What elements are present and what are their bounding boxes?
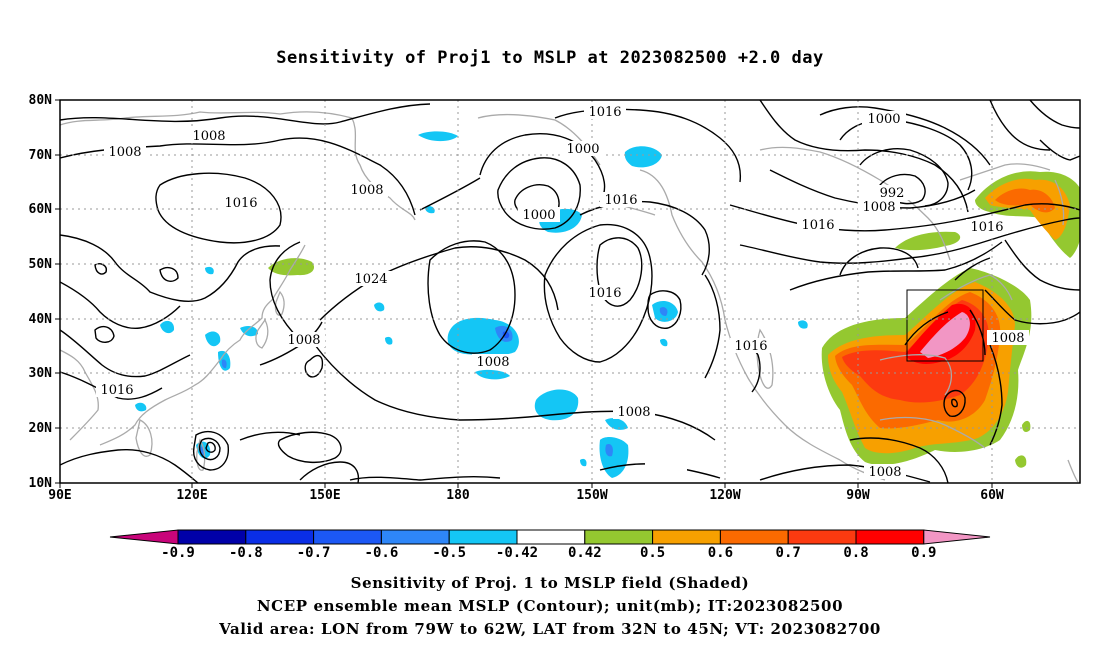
contour-label: 1024 (354, 272, 387, 287)
contour-label: 1008 (991, 331, 1024, 346)
colorbar-segment (652, 529, 721, 545)
colorbar-segment (855, 529, 925, 545)
contour-label: 1016 (604, 193, 637, 208)
valid-area-box (906, 289, 984, 362)
contour-label: 1008 (868, 465, 901, 480)
colorbar-label: -0.6 (365, 545, 399, 561)
contour-label: 1008 (476, 355, 509, 370)
footer-shading-caption: Sensitivity of Proj. 1 to MSLP field (Sh… (350, 574, 750, 592)
colorbar-label: 0.5 (640, 545, 665, 561)
colorbar-segment (313, 529, 382, 545)
longitude-label: 150E (309, 488, 340, 503)
colorbar-label: -0.9 (161, 545, 195, 561)
colorbar-label: -0.42 (496, 545, 538, 561)
colorbar-segment (584, 529, 654, 545)
contour-labels: 1016 1008 1008 1016 1008 1000 1016 1000 992 1000 1… (100, 105, 1024, 480)
colorbar-label: 0.9 (911, 545, 936, 561)
longitude-label: 120E (176, 488, 207, 503)
contour-label: 1008 (287, 333, 320, 348)
colorbar-label: -0.8 (229, 545, 263, 561)
contour-label: 1016 (970, 220, 1003, 235)
contour-label: 1000 (867, 112, 900, 127)
contour-label: 1016 (588, 286, 621, 301)
contour-label: 1016 (734, 339, 767, 354)
latitude-label: 60N (29, 202, 53, 217)
contour-label: 1016 (100, 383, 133, 398)
longitude-label: 90W (846, 488, 870, 503)
chart-title: Sensitivity of Proj1 to MSLP at 20230825… (276, 48, 824, 68)
plot-frame (59, 99, 1081, 484)
contour-label: 1000 (522, 208, 555, 223)
contour-label: 1016 (801, 218, 834, 233)
contour-label-bg (96, 104, 1029, 479)
colorbar (109, 529, 991, 545)
colorbar-label: 0.7 (776, 545, 801, 561)
contour-label: 1016 (588, 105, 621, 120)
colorbar-label: -0.5 (432, 545, 466, 561)
coastlines (60, 111, 1079, 483)
negative-sensitivity-region (135, 131, 808, 478)
latitude-label: 40N (29, 312, 53, 327)
colorbar-label: 0.8 (843, 545, 868, 561)
colorbar-label: 0.6 (708, 545, 733, 561)
longitude-label: 120W (709, 488, 740, 503)
latitude-label: 70N (29, 148, 53, 163)
colorbar-left-triangle (109, 529, 179, 545)
contour-label: 1008 (192, 129, 225, 144)
tick-marks (55, 99, 993, 488)
colorbar-segment (177, 529, 247, 545)
latitude-label: 20N (29, 421, 53, 436)
contour-label: 992 (880, 186, 905, 201)
colorbar-segment (380, 529, 450, 545)
footer-valid-area: Valid area: LON from 79W to 62W, LAT fro… (219, 620, 881, 638)
longitude-labels: 90E 120E 150E 180 150W 120W 90W 60W (48, 488, 1004, 503)
contour-label: 1008 (862, 200, 895, 215)
longitude-label: 150W (576, 488, 607, 503)
latitude-label: 80N (29, 93, 53, 108)
contour-label: 1016 (224, 196, 257, 211)
colorbar-label: -0.7 (297, 545, 331, 561)
latitude-labels: 80N 70N 60N 50N 40N 30N 20N 10N (29, 93, 53, 491)
colorbar-segment (516, 529, 586, 545)
latitude-label: 50N (29, 257, 53, 272)
longitude-label: 180 (446, 488, 470, 503)
latitude-label: 10N (29, 476, 53, 491)
colorbar-segment (787, 529, 857, 545)
contour-label: 1000 (566, 142, 599, 157)
contour-label: 1008 (617, 405, 650, 420)
colorbar-segment (719, 529, 789, 545)
colorbar-labels: -0.9 -0.8 -0.7 -0.6 -0.5 -0.42 0.42 0.5 0.6 0.7 0.… (161, 545, 936, 561)
latitude-label: 30N (29, 366, 53, 381)
colorbar-label: 0.42 (568, 545, 602, 561)
contour-label: 1008 (350, 183, 383, 198)
colorbar-segment (448, 529, 518, 545)
longitude-label: 60W (980, 488, 1004, 503)
longitude-label: 90E (48, 488, 71, 503)
colorbar-segment (245, 529, 315, 545)
contour-label: 1008 (108, 145, 141, 160)
contour-label-group: 1016 1008 1008 1016 1008 1000 1016 1000 992 1000 1… (96, 104, 1029, 480)
footer-contour-caption: NCEP ensemble mean MSLP (Contour); unit(… (256, 597, 844, 615)
colorbar-right-triangle (923, 529, 991, 545)
